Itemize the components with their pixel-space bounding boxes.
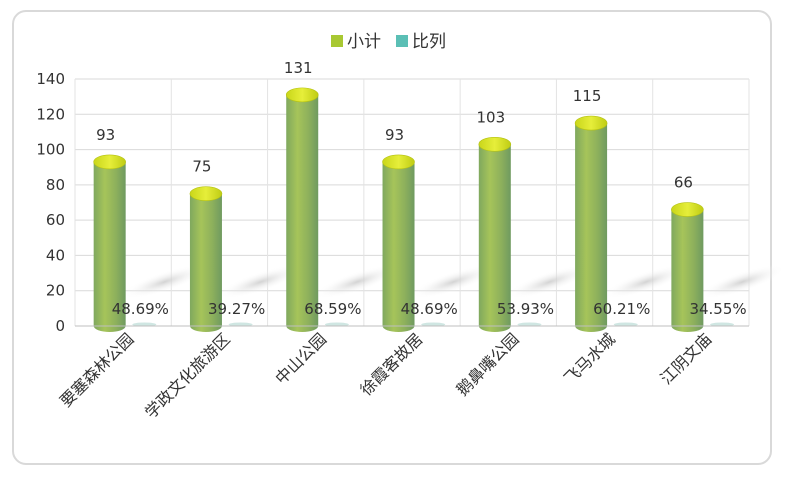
data-label-ratio: 34.55%: [689, 300, 746, 318]
bar-shadow: [218, 265, 304, 299]
legend-label-ratio: 比列: [412, 32, 446, 52]
bar-subtotal: [671, 209, 704, 332]
legend-swatch-ratio: [396, 35, 408, 47]
bar-cap: [189, 186, 223, 201]
y-tick-label: 60: [46, 211, 65, 229]
bar-shadow: [121, 265, 208, 299]
data-label-subtotal: 131: [284, 59, 313, 77]
bars: 93 48.69% 75 39.27% 131 68.59% 93 48.69% 103 53.9…: [93, 59, 786, 332]
bar-cap: [574, 115, 608, 131]
y-axis: 0 20 40 60 80 100 120 140: [36, 70, 65, 335]
data-label-subtotal: 93: [96, 126, 115, 144]
y-tick-label: 100: [36, 141, 65, 159]
y-tick-label: 40: [46, 246, 65, 264]
x-tick-label: 学政文化旅游区: [141, 329, 234, 422]
legend: 小计 比列: [331, 32, 446, 52]
bar-subtotal: [478, 144, 511, 332]
y-tick-label: 120: [36, 105, 65, 123]
y-tick-label: 80: [46, 176, 65, 194]
bar-cap: [285, 87, 319, 103]
bar-shadow: [410, 265, 497, 299]
data-label-ratio: 39.27%: [208, 300, 265, 318]
data-label-subtotal: 66: [674, 174, 693, 192]
data-label-subtotal: 93: [385, 126, 404, 144]
data-label-ratio: 48.69%: [401, 300, 458, 318]
x-tick-label: 鹅鼻嘴公园: [453, 329, 523, 399]
y-tick-label: 20: [46, 282, 65, 300]
data-label-subtotal: 75: [192, 158, 211, 176]
bar-cap: [671, 202, 704, 217]
bar-subtotal: [93, 161, 126, 332]
legend-label-subtotal: 小计: [347, 32, 381, 52]
x-tick-label: 徐霞客故居: [356, 329, 426, 399]
bar-cap: [382, 154, 415, 170]
data-label-subtotal: 103: [476, 108, 505, 126]
bar-subtotal: [382, 161, 415, 332]
data-label-ratio: 68.59%: [304, 300, 361, 318]
bar-shadow: [603, 265, 690, 299]
x-tick-label: 中山公园: [271, 329, 330, 388]
bar-subtotal: [286, 94, 319, 332]
y-tick-label: 0: [55, 317, 65, 335]
bar-shadow: [314, 265, 401, 299]
bar-subtotal: [189, 193, 222, 332]
y-tick-label: 140: [36, 70, 65, 88]
bar-subtotal: [575, 123, 608, 332]
data-label-ratio: 60.21%: [593, 300, 650, 318]
bar-cap: [478, 136, 512, 152]
legend-swatch-subtotal: [331, 35, 343, 47]
x-axis: 要塞森林公园 学政文化旅游区 中山公园 徐霞客故居 鹅鼻嘴公园 飞马水城 江阴文庙: [56, 325, 749, 422]
x-tick-label: 飞马水城: [560, 329, 619, 388]
data-label-ratio: 48.69%: [112, 300, 169, 318]
x-tick-label: 江阴文庙: [657, 329, 716, 388]
bar-shadow: [506, 265, 593, 299]
bar-shadow: [699, 265, 786, 299]
data-label-ratio: 53.93%: [497, 300, 554, 318]
bar-cap: [93, 154, 126, 170]
data-label-subtotal: 115: [573, 87, 602, 105]
x-tick-label: 要塞森林公园: [56, 329, 137, 410]
